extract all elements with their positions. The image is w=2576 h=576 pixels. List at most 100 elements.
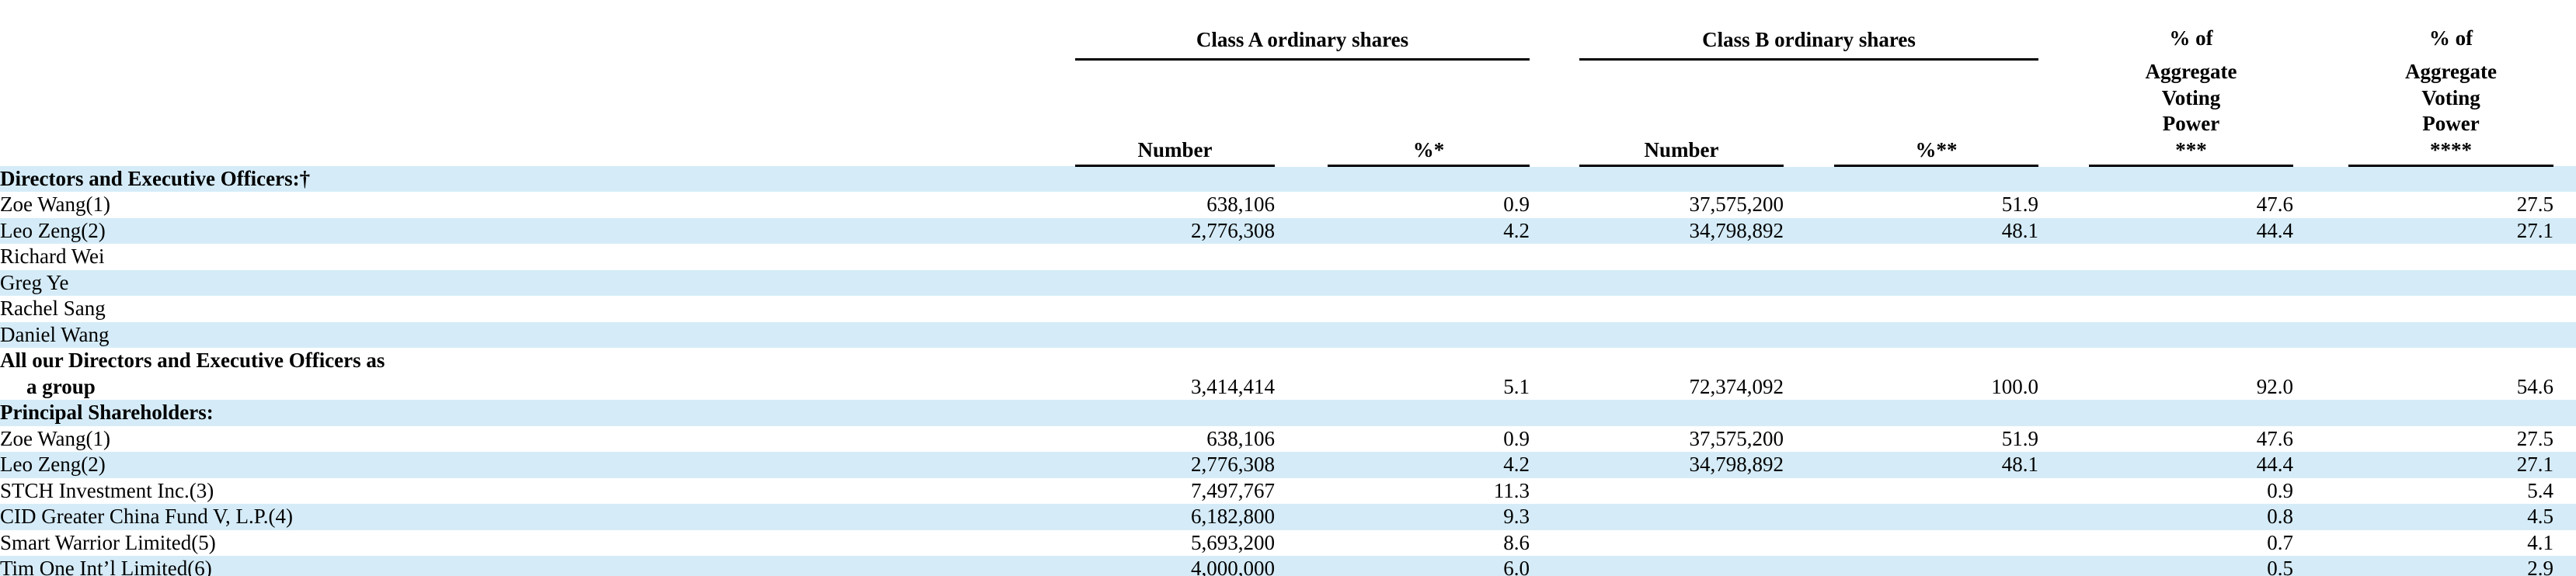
cell-voting-power-3: 0.9 [2267, 478, 2294, 502]
spacer-cell [2553, 452, 2576, 478]
cell-class-b-number [1530, 270, 1784, 297]
spacer-cell [0, 59, 1075, 85]
col-header-voting-power-4: **** [2348, 137, 2554, 167]
spacer-cell [2293, 137, 2348, 166]
row-zoe-wang: Zoe Wang(1) 638,106 0.9 37,575,200 51.9 … [0, 192, 2576, 218]
cell-class-a-number: 638,106 [1206, 193, 1275, 216]
cell-class-a-number: 6,182,800 [1191, 505, 1275, 528]
cell-class-a-number [1075, 244, 1275, 270]
spacer-cell [2038, 59, 2089, 85]
spacer-cell [1579, 111, 2038, 137]
cell-class-a-number: 3,414,414 [1191, 374, 1275, 398]
row-daniel-wang: Daniel Wang [0, 321, 2576, 349]
cell-class-a-number: 5,693,200 [1191, 530, 1275, 554]
spacer-cell [1530, 59, 1579, 85]
cell-class-b-pct [1784, 400, 2038, 426]
cell-class-b-number: 37,575,200 [1689, 426, 1784, 450]
cell-voting-power-3: 92.0 [2256, 374, 2294, 398]
spacer-cell [2293, 111, 2348, 137]
cell-class-b-number [1530, 322, 1784, 349]
cell-class-b-pct [1784, 296, 2038, 322]
cell-class-b-number: 34,798,892 [1689, 218, 1784, 242]
cell-class-b-pct: 51.9 [2001, 426, 2039, 450]
cell-class-a-number: 7,497,767 [1191, 478, 1275, 502]
shareholder-name: Daniel Wang [0, 322, 110, 346]
cell-class-b-number: 72,374,092 [1689, 374, 1784, 398]
cell-voting-power-4 [2293, 244, 2553, 270]
voting-power-4-header-line4: Power [2422, 112, 2480, 135]
cell-class-b-number: 34,798,892 [1689, 453, 1784, 476]
cell-voting-power-4: 27.5 [2516, 193, 2554, 216]
row-stch-investment: STCH Investment Inc.(3) 7,497,767 11.3 0… [0, 478, 2576, 505]
shareholder-name: Tim One Int’l Limited(6) [0, 557, 212, 576]
class-a-group-header: Class A ordinary shares [1075, 0, 1530, 61]
cell-class-b-pct: 51.9 [2001, 193, 2039, 216]
spacer-cell [2293, 59, 2348, 85]
spacer-cell [1784, 137, 1834, 166]
header-row-voting: Voting Voting [0, 85, 2576, 112]
cell-class-a-number [1075, 322, 1275, 349]
spacer-cell [1075, 85, 1530, 112]
row-cid-greater-china-fund: CID Greater China Fund V, L.P.(4) 6,182,… [0, 504, 2576, 530]
cell-class-b-number [1530, 556, 1784, 576]
row-directors-section: Directors and Executive Officers:† [0, 165, 2576, 193]
cell-class-a-pct [1275, 400, 1530, 426]
cell-class-b-pct [1784, 270, 2038, 297]
cell-class-a-number [1075, 270, 1275, 297]
cell-class-a-pct: 6.0 [1503, 557, 1530, 576]
cell-class-a-pct: 8.6 [1503, 530, 1530, 554]
spacer-cell [2038, 137, 2089, 166]
cell-class-b-pct: 100.0 [1991, 374, 2039, 398]
row-leo-zeng-principal: Leo Zeng(2) 2,776,308 4.2 34,798,892 48.… [0, 452, 2576, 478]
spacer-cell [1530, 111, 1579, 137]
cell-voting-power-4: 2.9 [2527, 557, 2554, 576]
spacer-cell [1530, 0, 1579, 59]
spacer-cell [2553, 244, 2576, 270]
cell-class-b-number [1530, 296, 1784, 322]
row-leo-zeng: Leo Zeng(2) 2,776,308 4.2 34,798,892 48.… [0, 217, 2576, 244]
row-greg-ye: Greg Ye [0, 269, 2576, 297]
voting-power-3-header-line4: Power [2162, 112, 2220, 135]
cell-voting-power-3 [2038, 166, 2293, 193]
row-all-directors-group: All our Directors and Executive Officers… [0, 348, 2576, 400]
cell-class-b-number [1530, 400, 1784, 426]
cell-class-a-pct: 11.3 [1493, 478, 1530, 502]
spacer-cell [2038, 111, 2089, 137]
spacer-cell [2553, 296, 2576, 322]
group-row-line1: All our Directors and Executive Officers… [0, 349, 385, 372]
cell-voting-power-3: 0.8 [2267, 505, 2294, 528]
voting-power-3-header-line3: Voting [2161, 85, 2221, 109]
spacer-cell [2038, 85, 2089, 112]
cell-voting-power-4: 4.1 [2527, 530, 2554, 554]
spacer-cell [2553, 348, 2576, 400]
shareholder-name: Rachel Sang [0, 297, 106, 320]
cell-class-b-number [1530, 530, 1784, 557]
spacer-cell [2293, 85, 2348, 112]
col-header-voting-power-3: *** [2089, 137, 2294, 167]
header-row-power: Power Power [0, 111, 2576, 137]
cell-class-a-pct [1275, 166, 1530, 193]
cell-voting-power-4: 4.5 [2527, 505, 2554, 528]
cell-class-b-number [1530, 244, 1784, 270]
cell-class-a-number [1075, 400, 1275, 426]
group-row-line2: a group [26, 374, 96, 398]
col-header-class-b-number: Number [1579, 137, 1784, 167]
cell-class-b-number [1530, 166, 1784, 193]
row-rachel-sang: Rachel Sang [0, 296, 2576, 322]
cell-voting-power-4 [2293, 400, 2553, 426]
spacer-cell [2553, 556, 2576, 576]
spacer-cell [0, 0, 1075, 59]
cell-class-b-number [1530, 504, 1784, 530]
cell-voting-power-4 [2293, 322, 2553, 349]
row-zoe-wang-principal: Zoe Wang(1) 638,106 0.9 37,575,200 51.9 … [0, 426, 2576, 453]
col-header-class-b-pct: %** [1834, 137, 2039, 167]
row-smart-warrior: Smart Warrior Limited(5) 5,693,200 8.6 0… [0, 530, 2576, 557]
voting-power-4-header-line2: Aggregate [2405, 60, 2498, 83]
header-row-subcolumns: Number %* Number %** *** **** [0, 137, 2576, 167]
cell-voting-power-4: 27.1 [2516, 218, 2554, 242]
spacer-cell [1530, 137, 1579, 166]
spacer-cell [0, 111, 1075, 137]
spacer-cell [1075, 59, 1530, 85]
cell-class-a-number: 2,776,308 [1191, 218, 1275, 242]
